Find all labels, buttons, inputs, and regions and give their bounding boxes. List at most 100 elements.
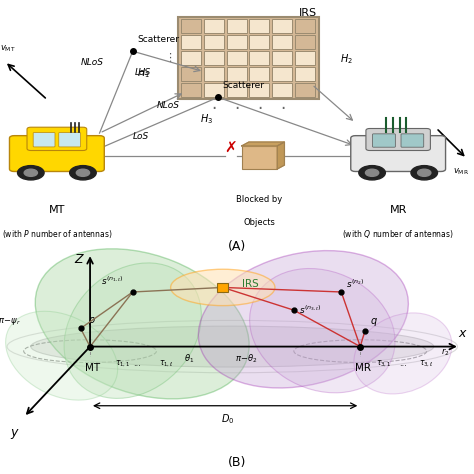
FancyBboxPatch shape — [249, 67, 269, 81]
FancyBboxPatch shape — [204, 19, 224, 33]
Text: x: x — [458, 327, 466, 340]
FancyBboxPatch shape — [9, 136, 104, 172]
Ellipse shape — [354, 313, 452, 394]
FancyBboxPatch shape — [204, 51, 224, 65]
FancyBboxPatch shape — [181, 35, 201, 49]
Text: $\tau_{1,1}$: $\tau_{1,1}$ — [116, 359, 131, 369]
Text: $D_0$: $D_0$ — [221, 412, 234, 427]
FancyBboxPatch shape — [295, 35, 315, 49]
FancyBboxPatch shape — [249, 35, 269, 49]
Text: Blocked by: Blocked by — [237, 194, 283, 203]
Ellipse shape — [250, 269, 395, 393]
Text: $\theta_1$: $\theta_1$ — [184, 352, 195, 365]
Text: ⋮: ⋮ — [164, 53, 175, 63]
Text: Z: Z — [74, 253, 83, 266]
Text: IRS: IRS — [242, 279, 258, 289]
Text: $\pi\!-\!\theta_2$: $\pi\!-\!\theta_2$ — [235, 352, 258, 365]
Text: $\tau_{1,\ell}$: $\tau_{1,\ell}$ — [159, 359, 173, 369]
Text: $r_2$: $r_2$ — [441, 346, 449, 358]
Text: NLoS: NLoS — [81, 57, 104, 66]
FancyBboxPatch shape — [249, 83, 269, 97]
FancyBboxPatch shape — [227, 35, 246, 49]
Text: LoS: LoS — [135, 68, 151, 77]
Circle shape — [70, 165, 96, 180]
Text: ...: ... — [134, 359, 141, 368]
FancyBboxPatch shape — [366, 128, 430, 151]
Text: $v_{\mathrm{MT}}$: $v_{\mathrm{MT}}$ — [0, 43, 16, 54]
Ellipse shape — [31, 326, 434, 367]
Circle shape — [411, 165, 438, 180]
Text: ·: · — [211, 100, 217, 118]
FancyBboxPatch shape — [181, 83, 201, 97]
FancyBboxPatch shape — [242, 146, 277, 169]
Ellipse shape — [64, 263, 201, 399]
Text: MT: MT — [49, 205, 65, 215]
Text: $p$: $p$ — [88, 315, 95, 327]
Text: (B): (B) — [228, 456, 246, 469]
Circle shape — [76, 169, 90, 176]
Text: Scatterer: Scatterer — [137, 35, 180, 44]
FancyBboxPatch shape — [272, 19, 292, 33]
FancyBboxPatch shape — [373, 134, 395, 147]
FancyBboxPatch shape — [204, 67, 224, 81]
Text: $s^{(n_2)}$: $s^{(n_2)}$ — [346, 277, 365, 290]
Text: $q$: $q$ — [370, 316, 378, 328]
Text: ·: · — [234, 100, 240, 118]
Text: ·: · — [280, 100, 285, 118]
FancyBboxPatch shape — [227, 19, 246, 33]
Circle shape — [365, 169, 379, 176]
FancyBboxPatch shape — [181, 51, 201, 65]
FancyBboxPatch shape — [249, 19, 269, 33]
Text: IRS: IRS — [299, 8, 317, 18]
Text: NLoS: NLoS — [156, 101, 180, 110]
FancyBboxPatch shape — [59, 133, 81, 147]
FancyBboxPatch shape — [272, 35, 292, 49]
FancyBboxPatch shape — [351, 136, 446, 172]
Text: y: y — [10, 426, 18, 439]
Circle shape — [18, 165, 44, 180]
Text: $v_{\mathrm{MR}}$: $v_{\mathrm{MR}}$ — [453, 166, 469, 177]
Text: ...: ... — [399, 359, 407, 368]
FancyBboxPatch shape — [272, 51, 292, 65]
Text: Objects: Objects — [244, 218, 275, 227]
FancyBboxPatch shape — [249, 51, 269, 65]
Ellipse shape — [6, 311, 118, 400]
Text: MR: MR — [390, 205, 407, 215]
Text: $H_2$: $H_2$ — [339, 52, 353, 66]
Circle shape — [418, 169, 431, 176]
Ellipse shape — [171, 269, 275, 306]
FancyBboxPatch shape — [272, 83, 292, 97]
FancyBboxPatch shape — [227, 67, 246, 81]
FancyBboxPatch shape — [33, 133, 55, 147]
FancyBboxPatch shape — [204, 35, 224, 49]
Circle shape — [24, 169, 37, 176]
Text: $\tau_{3,\ell}$: $\tau_{3,\ell}$ — [419, 359, 434, 369]
FancyBboxPatch shape — [181, 67, 201, 81]
Text: $s^{(n_{1,\ell})}$: $s^{(n_{1,\ell})}$ — [100, 275, 123, 287]
FancyBboxPatch shape — [295, 83, 315, 97]
Text: (with $P$ number of antennas): (with $P$ number of antennas) — [2, 228, 112, 240]
Text: (with $Q$ number of antennas): (with $Q$ number of antennas) — [342, 228, 454, 240]
Ellipse shape — [198, 251, 409, 388]
Text: $\pi\!-\!\psi_r$: $\pi\!-\!\psi_r$ — [0, 316, 21, 327]
FancyBboxPatch shape — [181, 19, 201, 33]
Polygon shape — [242, 142, 284, 146]
Ellipse shape — [35, 249, 249, 399]
FancyBboxPatch shape — [217, 283, 228, 292]
Text: $s^{(n_{3,\ell})}$: $s^{(n_{3,\ell})}$ — [299, 304, 321, 316]
Text: MR: MR — [355, 363, 371, 373]
Text: (A): (A) — [228, 240, 246, 254]
Text: $H_1$: $H_1$ — [137, 66, 150, 81]
FancyBboxPatch shape — [204, 83, 224, 97]
Text: $H_3$: $H_3$ — [200, 113, 213, 127]
FancyBboxPatch shape — [295, 19, 315, 33]
FancyBboxPatch shape — [272, 67, 292, 81]
Text: LoS: LoS — [133, 132, 149, 141]
FancyBboxPatch shape — [178, 17, 319, 99]
FancyBboxPatch shape — [227, 83, 246, 97]
Text: ·: · — [257, 100, 263, 118]
Text: $\tau_{3,1}$: $\tau_{3,1}$ — [376, 359, 392, 369]
FancyBboxPatch shape — [295, 67, 315, 81]
Text: MT: MT — [85, 363, 100, 373]
Circle shape — [359, 165, 385, 180]
